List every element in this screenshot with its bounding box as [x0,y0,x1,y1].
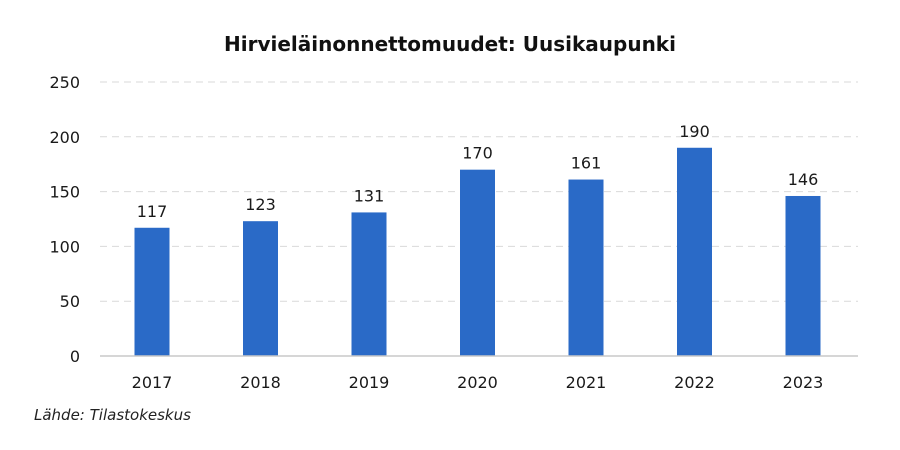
y-tick-label: 150 [49,183,80,202]
y-tick-label: 0 [70,347,80,366]
x-tick-label: 2021 [566,373,607,392]
bar-value-label: 190 [679,122,710,141]
bar-value-label: 123 [245,195,276,214]
y-tick-label: 250 [49,73,80,92]
bar [351,212,387,356]
bar-value-labels: 117 123 131 170 161 190 146 [137,122,819,221]
y-tick-label: 200 [49,128,80,147]
bar [785,195,821,356]
chart-title: Hirvieläinonnettomuudet: Uusikaupunki [224,32,676,56]
bar [243,221,278,356]
x-tick-label: 2018 [240,373,281,392]
bar [677,147,712,356]
x-tick-label: 2022 [674,373,715,392]
y-tick-label: 50 [60,292,80,311]
x-tick-label: 2020 [457,373,498,392]
x-tick-label: 2019 [349,373,390,392]
bar-value-label: 117 [137,202,168,221]
x-tick-label: 2017 [132,373,173,392]
bar [134,227,170,356]
bar-value-label: 146 [788,170,819,189]
bar-value-label: 170 [462,144,493,163]
bar-value-label: 131 [354,186,385,205]
bar-value-label: 161 [571,154,602,173]
y-axis-tick-labels: 0 50 100 150 200 250 [49,73,80,366]
x-axis-tick-labels: 2017 2018 2019 2020 2021 2022 2023 [132,373,824,392]
source-note: Lähde: Tilastokeskus [34,406,191,424]
y-tick-label: 100 [49,237,80,256]
bar [460,169,495,356]
bar [568,179,604,356]
bars [134,147,821,356]
x-tick-label: 2023 [783,373,824,392]
